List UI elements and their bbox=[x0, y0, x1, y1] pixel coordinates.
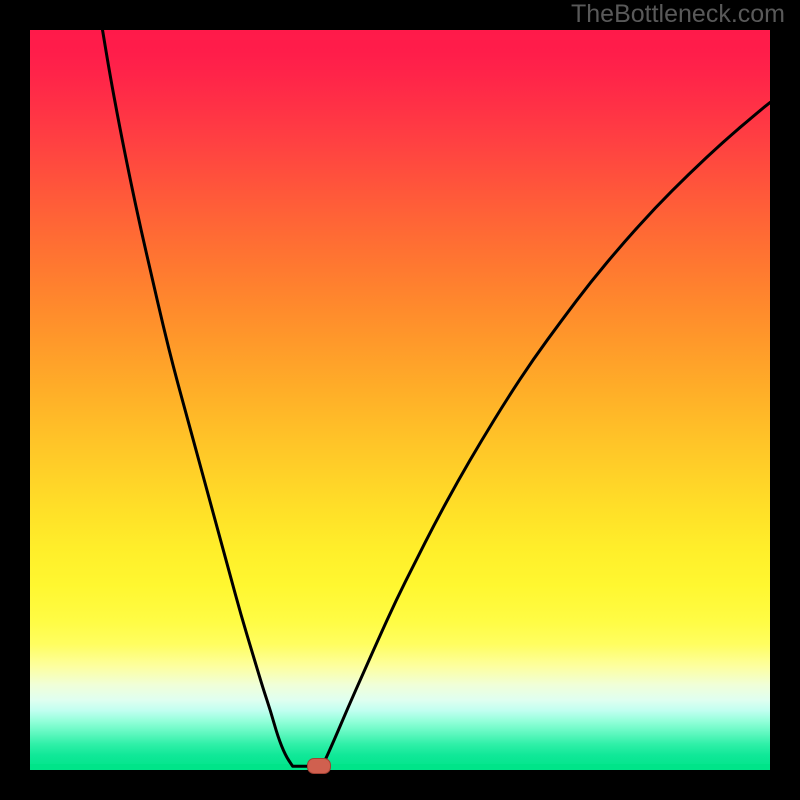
watermark-text: TheBottleneck.com bbox=[571, 0, 785, 29]
chart-container: TheBottleneck.com bbox=[0, 0, 800, 800]
baseline-strip bbox=[30, 764, 770, 770]
plot-area bbox=[30, 30, 770, 770]
optimal-point-marker bbox=[307, 758, 331, 774]
